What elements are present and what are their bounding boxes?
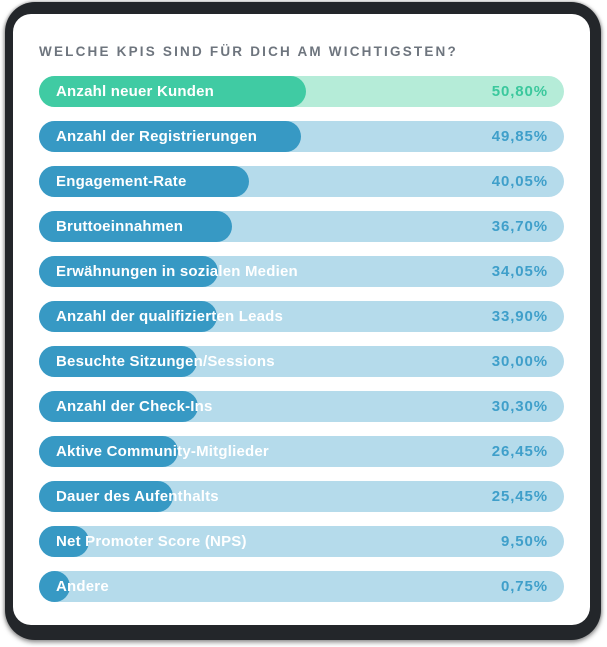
bar-row: Besuchte Sitzungen/Sessions 30,00% (39, 346, 564, 377)
bar-value: 33,90% (491, 308, 548, 325)
bar-row: Net Promoter Score (NPS) 9,50% (39, 526, 564, 557)
chart-title: WELCHE KPIS SIND FÜR DICH AM WICHTIGSTEN… (39, 44, 458, 59)
bar-row: Anzahl der Registrierungen 49,85% (39, 121, 564, 152)
bar-row: Erwähnungen in sozialen Medien 34,05% (39, 256, 564, 287)
bar-fill (39, 436, 178, 467)
bar-label: Aktive Community-Mitglieder (56, 443, 269, 460)
bar-value: 36,70% (491, 218, 548, 235)
bar-label: Erwähnungen in sozialen Medien (56, 263, 298, 280)
bar-track: Andere 0,75% (39, 571, 564, 602)
bar-row: Bruttoeinnahmen 36,70% (39, 211, 564, 242)
bar-label: Bruttoeinnahmen (56, 218, 184, 235)
bar-row: Andere 0,75% (39, 571, 564, 602)
bar-track: Net Promoter Score (NPS) 9,50% (39, 526, 564, 557)
bar-track: Anzahl der Registrierungen 49,85% (39, 121, 564, 152)
bar-fill (39, 301, 217, 332)
bar-value: 30,30% (491, 398, 548, 415)
bar-fill (39, 256, 218, 287)
bar-track: Dauer des Aufenthalts 25,45% (39, 481, 564, 512)
bar-row: Engagement-Rate 40,05% (39, 166, 564, 197)
bar-value: 25,45% (491, 488, 548, 505)
bar-value: 9,50% (500, 533, 548, 550)
bar-label: Anzahl neuer Kunden (56, 83, 214, 100)
bar-fill (39, 166, 250, 197)
bar-label: Anzahl der Registrierungen (56, 128, 258, 145)
bar-value: 40,05% (491, 173, 548, 190)
bar-track: Anzahl der qualifizierten Leads 33,90% (39, 301, 564, 332)
bar-fill (39, 211, 232, 242)
bar-fill (39, 76, 306, 107)
bar-label: Net Promoter Score (NPS) (56, 533, 247, 550)
bar-value: 50,80% (491, 83, 548, 100)
bar-fill (39, 121, 301, 152)
bar-fill (39, 526, 89, 557)
bar-track: Anzahl neuer Kunden 50,80% (39, 76, 564, 107)
card-shadow-frame: WELCHE KPIS SIND FÜR DICH AM WICHTIGSTEN… (5, 2, 601, 640)
bar-track: Besuchte Sitzungen/Sessions 30,00% (39, 346, 564, 377)
bar-label: Anzahl der qualifizierten Leads (56, 308, 284, 325)
bar-label: Andere (56, 578, 109, 595)
bar-track: Engagement-Rate 40,05% (39, 166, 564, 197)
bar-row: Anzahl neuer Kunden 50,80% (39, 76, 564, 107)
bar-row: Dauer des Aufenthalts 25,45% (39, 481, 564, 512)
kpi-survey-card: WELCHE KPIS SIND FÜR DICH AM WICHTIGSTEN… (13, 14, 590, 625)
bar-label: Besuchte Sitzungen/Sessions (56, 353, 275, 370)
bar-label: Engagement-Rate (56, 173, 187, 190)
bar-fill (39, 481, 173, 512)
bar-row: Anzahl der qualifizierten Leads 33,90% (39, 301, 564, 332)
bar-value: 30,00% (491, 353, 548, 370)
bar-label: Anzahl der Check-Ins (56, 398, 213, 415)
bar-fill (39, 571, 70, 602)
bar-track: Aktive Community-Mitglieder 26,45% (39, 436, 564, 467)
bar-row: Aktive Community-Mitglieder 26,45% (39, 436, 564, 467)
bar-track: Bruttoeinnahmen 36,70% (39, 211, 564, 242)
bar-track: Erwähnungen in sozialen Medien 34,05% (39, 256, 564, 287)
bar-chart: Anzahl neuer Kunden 50,80% Anzahl der Regi… (39, 76, 564, 602)
bar-row: Anzahl der Check-Ins 30,30% (39, 391, 564, 422)
bar-value: 34,05% (491, 263, 548, 280)
bar-track: Anzahl der Check-Ins 30,30% (39, 391, 564, 422)
bar-value: 49,85% (491, 128, 548, 145)
bar-fill (39, 391, 199, 422)
bar-value: 26,45% (491, 443, 548, 460)
bar-fill (39, 346, 197, 377)
bar-label: Dauer des Aufenthalts (56, 488, 219, 505)
bar-value: 0,75% (500, 578, 548, 595)
